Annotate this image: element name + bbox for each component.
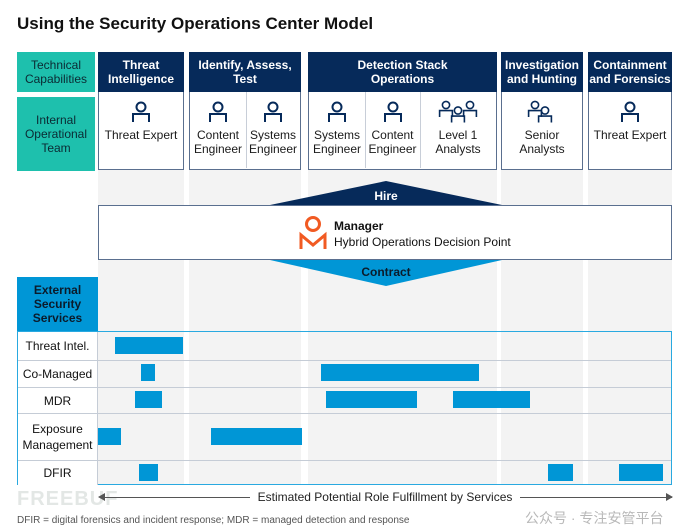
axis-label: Estimated Potential Role Fulfillment by …: [250, 490, 520, 504]
watermark-right: 公众号 · 专注安管平台: [525, 510, 664, 526]
divider: [420, 92, 421, 168]
bar-mdr: [453, 391, 530, 408]
manager-subtitle: Hybrid Operations Decision Point: [334, 235, 511, 249]
bar-co-managed: [321, 364, 479, 381]
manager-icon: [299, 216, 327, 249]
manager-title: Manager: [334, 219, 384, 233]
capability-header: Detection Stack Operations: [308, 52, 497, 92]
internal-team-label: Internal Operational Team: [17, 97, 95, 171]
hire-arrow: [270, 181, 502, 205]
bar-exposure: [211, 428, 302, 445]
group-icon: [438, 100, 478, 124]
bar-exposure: [98, 428, 121, 445]
person-icon: [383, 100, 403, 124]
bar-mdr: [326, 391, 417, 408]
service-label: Threat Intel.: [18, 332, 98, 360]
team-cell: Content Engineer Systems Engineer: [189, 92, 301, 170]
role-threat-expert: Threat Expert: [99, 92, 183, 168]
services-table: Threat Intel. Co-Managed MDR Exposure Ma…: [17, 331, 672, 485]
divider: [246, 92, 247, 168]
role-threat-expert: Threat Expert: [589, 92, 671, 168]
team-cell: Threat Expert: [588, 92, 672, 170]
person-icon: [263, 100, 283, 124]
contract-label: Contract: [361, 265, 411, 279]
page-title: Using the Security Operations Center Mod…: [17, 14, 374, 33]
arrow-right-icon: [666, 493, 673, 501]
person-icon: [327, 100, 347, 124]
arrow-left-icon: [98, 493, 105, 501]
person-icon: [208, 100, 228, 124]
team-cell: Threat Expert: [98, 92, 184, 170]
watermark-left: FREEBUF: [17, 488, 119, 510]
capability-header: Investigation and Hunting: [501, 52, 583, 92]
bar-co-managed: [141, 364, 155, 381]
service-label: Co-Managed: [18, 361, 98, 387]
bar-dfir: [548, 464, 573, 481]
role-content-engineer: Content Engineer: [365, 92, 420, 168]
service-label: DFIR: [18, 461, 98, 485]
service-row: Threat Intel.: [18, 332, 671, 361]
person-icon: [131, 100, 151, 124]
pair-icon: [527, 100, 553, 124]
bar-threat-intel: [115, 337, 183, 354]
manager-box: Manager Hybrid Operations Decision Point: [98, 205, 672, 260]
service-label: Exposure Management: [18, 414, 98, 460]
bar-dfir: [619, 464, 663, 481]
service-label: MDR: [18, 388, 98, 413]
service-row: MDR: [18, 388, 671, 414]
external-services-label: External Security Services: [17, 277, 98, 331]
capability-header: Threat Intelligence: [98, 52, 184, 92]
role-systems-engineer: Systems Engineer: [246, 92, 300, 168]
person-icon: [620, 100, 640, 124]
hire-contract-arrows: [270, 181, 502, 286]
divider: [365, 92, 366, 168]
service-row: Co-Managed: [18, 361, 671, 388]
role-content-engineer: Content Engineer: [190, 92, 246, 168]
team-cell: Senior Analysts: [501, 92, 583, 170]
hire-label: Hire: [374, 189, 398, 203]
team-cell: Systems Engineer Content Engineer Level …: [308, 92, 497, 170]
role-level1-analysts: Level 1 Analysts: [420, 92, 496, 168]
service-row: Exposure Management: [18, 414, 671, 461]
role-senior-analysts: Senior Analysts: [502, 92, 582, 168]
footnote: DFIR = digital forensics and incident re…: [17, 515, 410, 526]
capability-header: Containment and Forensics: [588, 52, 672, 92]
service-row: DFIR: [18, 461, 671, 485]
bar-dfir: [139, 464, 158, 481]
capability-header: Identify, Assess, Test: [189, 52, 301, 92]
technical-capabilities-label: Technical Capabilities: [17, 52, 95, 92]
contract-arrow: [270, 260, 502, 286]
bar-mdr: [135, 391, 162, 408]
role-systems-engineer: Systems Engineer: [309, 92, 365, 168]
